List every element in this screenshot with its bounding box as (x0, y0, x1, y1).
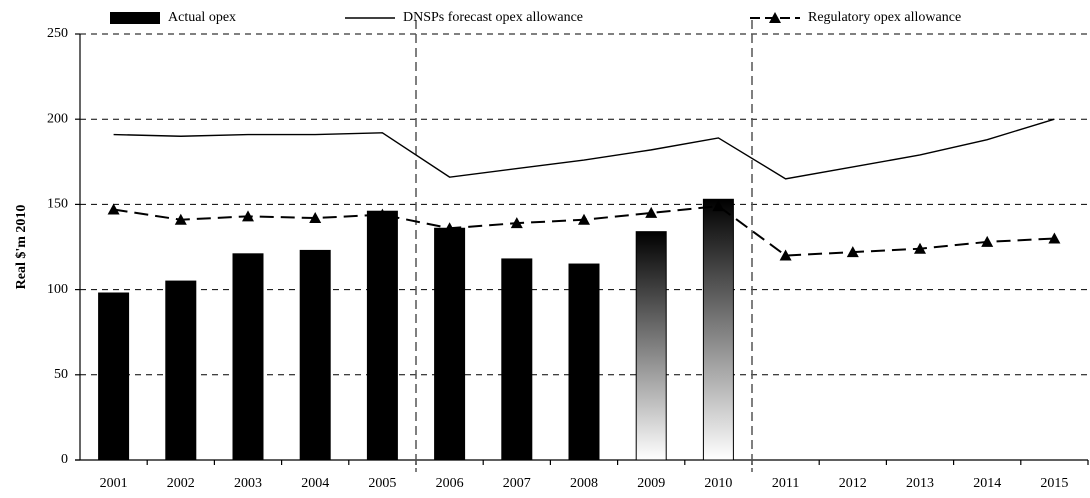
bar (165, 280, 197, 461)
marker (981, 235, 994, 247)
y-tick-label: 50 (54, 367, 68, 382)
line (113, 118, 1055, 180)
x-tick-label: 2008 (570, 476, 598, 491)
legend-label: DNSPs forecast opex allowance (403, 10, 583, 25)
marker (376, 208, 389, 220)
marker (914, 242, 926, 254)
x-tick-label: 2012 (839, 476, 867, 491)
x-tick-label: 2004 (301, 476, 329, 491)
bar (366, 210, 398, 461)
line (113, 205, 1055, 257)
marker (510, 217, 523, 229)
marker (242, 210, 254, 222)
x-tick-label: 2005 (368, 476, 396, 491)
y-tick-label: 100 (47, 282, 68, 297)
marker (107, 203, 120, 215)
x-tick-label: 2011 (772, 476, 799, 491)
marker (309, 212, 322, 224)
marker (712, 200, 725, 212)
bar (702, 198, 734, 461)
legend-marker (769, 12, 781, 23)
x-tick-label: 2015 (1040, 476, 1068, 491)
x-tick-label: 2007 (503, 476, 531, 491)
bar (501, 258, 533, 461)
bar (299, 249, 331, 461)
x-tick-label: 2003 (234, 476, 262, 491)
y-tick-label: 250 (47, 26, 68, 41)
y-axis-label: Real $'m 2010 (14, 205, 29, 290)
marker (645, 206, 658, 218)
x-tick-label: 2006 (436, 476, 464, 491)
marker (1048, 232, 1061, 244)
x-tick-label: 2002 (167, 476, 195, 491)
y-tick-label: 200 (47, 111, 68, 126)
x-tick-label: 2009 (637, 476, 665, 491)
legend-label: Regulatory opex allowance (808, 10, 961, 25)
x-tick-label: 2014 (973, 476, 1001, 491)
x-tick-label: 2013 (906, 476, 934, 491)
marker (779, 249, 792, 261)
x-tick-label: 2010 (704, 476, 732, 491)
legend-swatch (110, 12, 160, 24)
bar (568, 263, 600, 461)
y-tick-label: 150 (47, 197, 68, 212)
x-tick-label: 2001 (100, 476, 128, 491)
bar (635, 231, 667, 461)
marker (443, 222, 456, 234)
marker (846, 246, 859, 258)
bar (434, 227, 466, 461)
legend-label: Actual opex (168, 10, 236, 25)
marker (578, 213, 590, 225)
bar (98, 292, 130, 461)
bar (232, 253, 264, 461)
marker (174, 213, 187, 225)
y-tick-label: 0 (61, 452, 68, 467)
